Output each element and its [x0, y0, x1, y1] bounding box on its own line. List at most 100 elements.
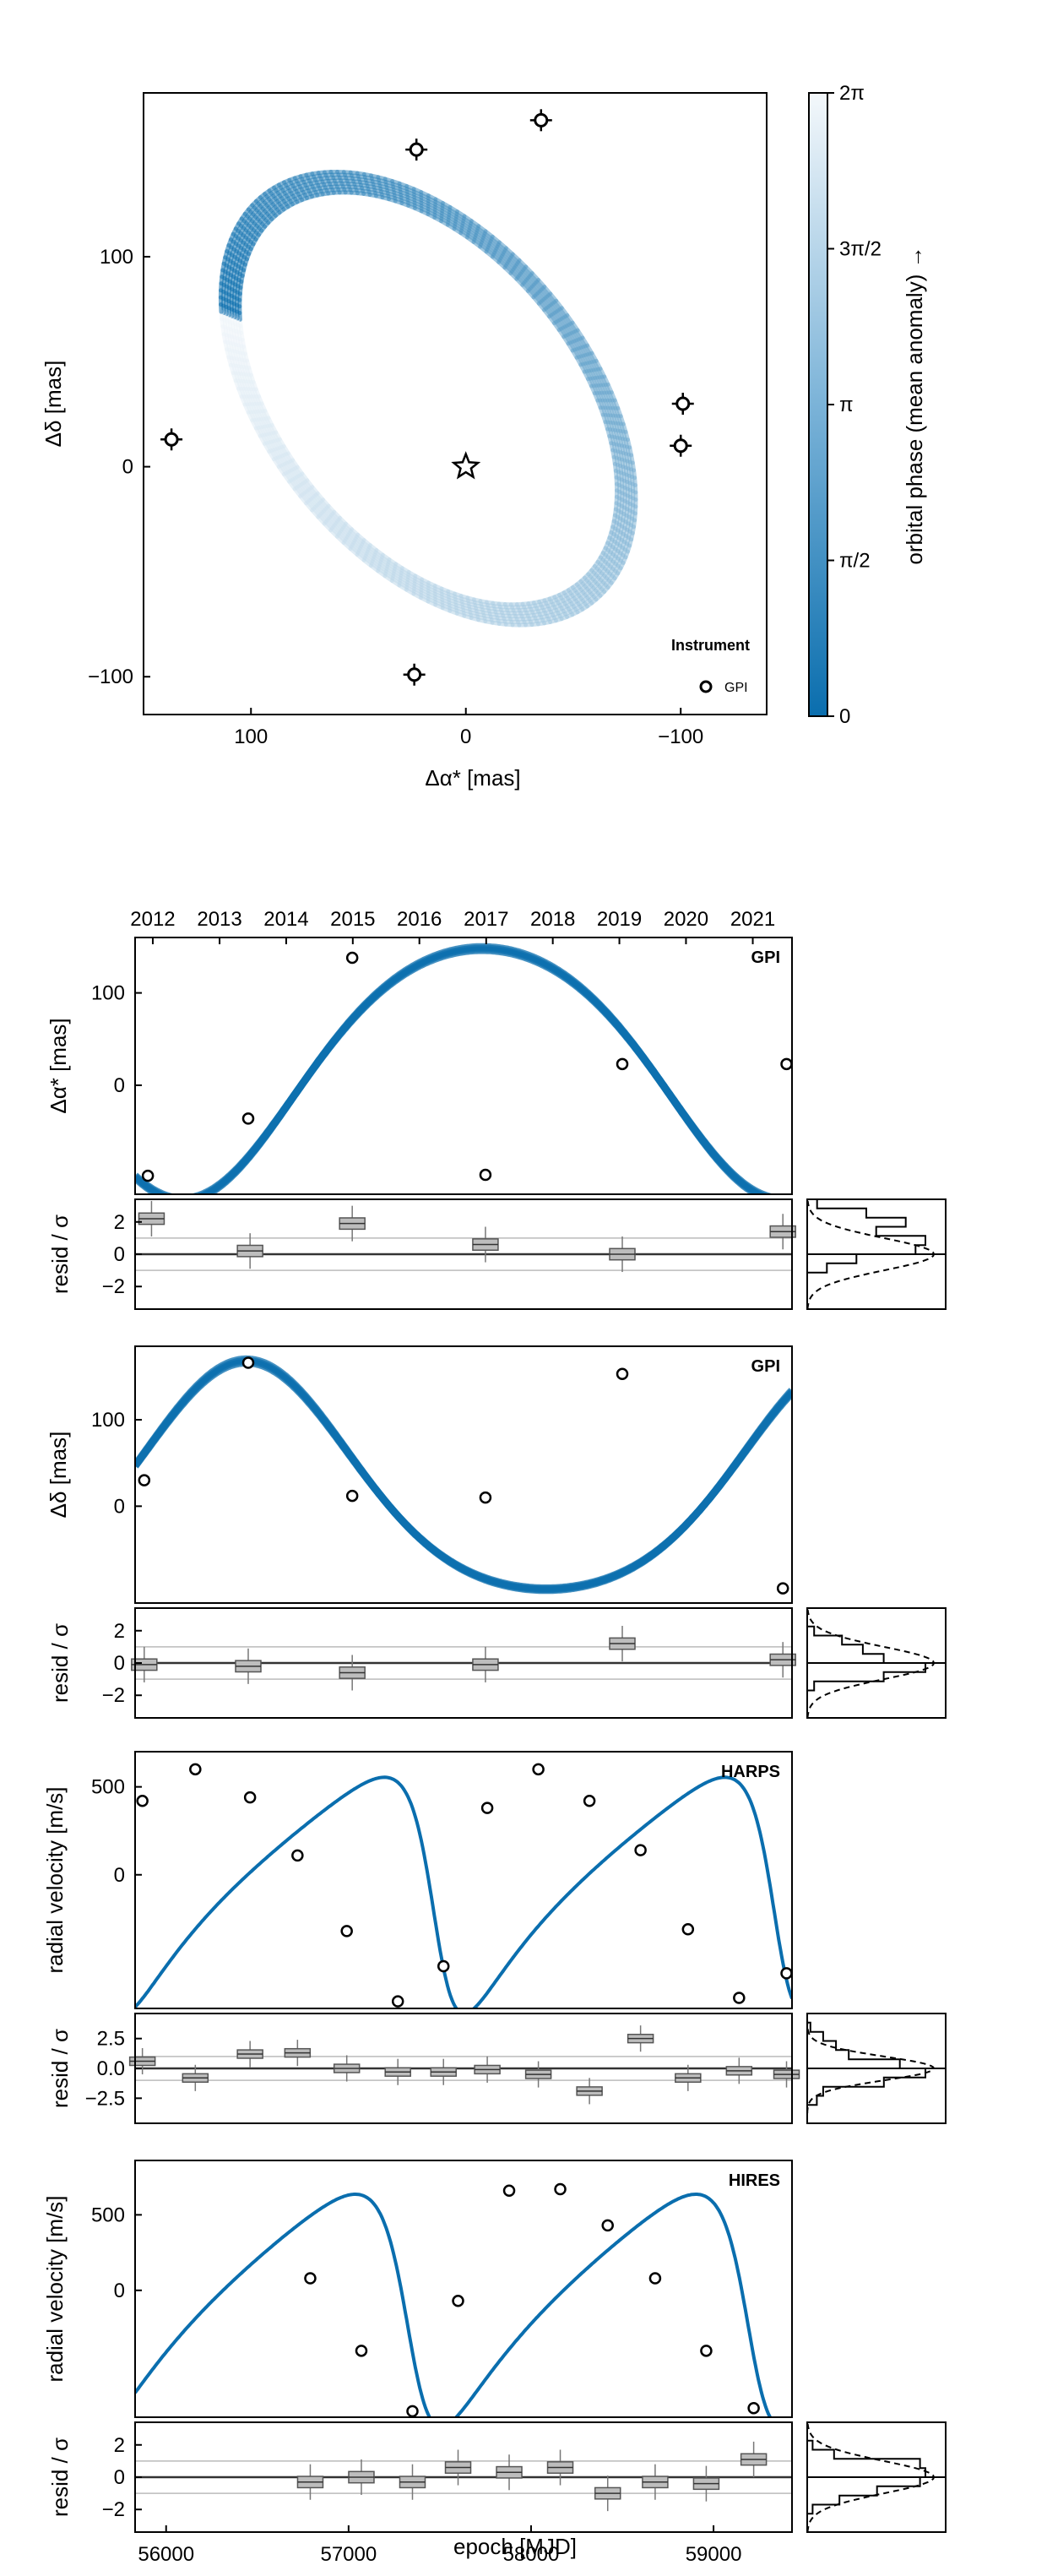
- colorbar-tick-label: 2π: [839, 82, 865, 105]
- colorbar-tick-label: π: [839, 394, 854, 416]
- epoch-xlabel: epoch [MJD]: [453, 2534, 577, 2559]
- data-point-hires: [406, 2405, 419, 2418]
- data-point-harps: [583, 1795, 596, 1807]
- colorbar-tick-label: π/2: [839, 550, 871, 573]
- data-point-harps: [733, 1992, 746, 2004]
- sky-ytick-label: 100: [100, 246, 133, 269]
- resid-ytick-label: 0.0: [97, 2057, 125, 2080]
- sky-xtick-label: 100: [234, 726, 268, 748]
- panel-frame-harps: [134, 1751, 793, 2009]
- orbit-segment: [260, 194, 269, 203]
- orbit-segment: [267, 202, 276, 210]
- data-point-ra: [141, 1169, 155, 1182]
- time-series-panels: GPI 0 100 Δα* [mas] 2 0 −2 resid / σ GPI 0 100 Δδ […: [42, 937, 947, 2533]
- legend-entry-gpi: GPI: [724, 681, 748, 695]
- panel-frame-dec: [134, 1345, 793, 1604]
- year-tick-label: 2016: [397, 908, 442, 931]
- data-point-ra: [345, 951, 359, 965]
- colorbar-tick-label: 3π/2: [839, 238, 882, 261]
- year-tick-label: 2021: [730, 908, 775, 931]
- year-axis: 2012 2013 2014 2015 2016 2017 2018 2019 2020 2021: [130, 908, 775, 944]
- sky-points: [160, 109, 694, 686]
- star-marker: [451, 451, 481, 480]
- ytick-label: 100: [91, 1409, 125, 1432]
- resid-ytick-label: −2: [102, 2498, 125, 2521]
- data-point-hires: [747, 2402, 760, 2415]
- data-point-harps: [391, 1995, 404, 2008]
- sky-ytick-label: 0: [122, 456, 133, 479]
- year-tick-label: 2013: [197, 908, 241, 931]
- data-point-harps: [243, 1791, 257, 1804]
- model-curve: [135, 1775, 792, 2008]
- resid-ytick-label: 2: [114, 1211, 125, 1234]
- data-point-dec: [138, 1474, 151, 1486]
- model-curve: [135, 944, 770, 1194]
- sky-point-2: [534, 112, 549, 128]
- resid-ylabel-hires: resid / σ: [47, 2437, 73, 2517]
- resid-ytick-label: 2.5: [97, 2028, 125, 2051]
- orbit-segment: [271, 207, 280, 215]
- sky-xtick-label: −100: [658, 726, 703, 748]
- data-point-ra: [780, 1057, 793, 1071]
- data-point-harps: [634, 1844, 647, 1856]
- data-point-harps: [780, 1967, 793, 1980]
- sky-xlabel: Δα* [mas]: [425, 765, 520, 791]
- resid-ytick-label: −2: [102, 1684, 125, 1707]
- model-curve: [135, 946, 792, 1194]
- data-point-dec: [776, 1582, 789, 1595]
- instrument-label-harps: HARPS: [721, 1763, 780, 1781]
- panel-ra: GPI 0 100 Δα* [mas] 2 0 −2 resid / σ: [46, 937, 947, 1310]
- resid-ytick-label: 0: [114, 2466, 125, 2489]
- sky-point-5: [407, 667, 422, 682]
- sky-ytick-label: −100: [88, 666, 133, 688]
- ylabel-harps: radial velocity [m/s]: [42, 1786, 68, 1973]
- resid-ytick-label: 0: [114, 1652, 125, 1675]
- ytick-label: 0: [114, 1074, 125, 1097]
- model-harps: [135, 1775, 792, 2008]
- year-tick-label: 2014: [263, 908, 308, 931]
- sky-point-3: [675, 396, 691, 411]
- resid-ylabel-harps: resid / σ: [47, 2029, 73, 2108]
- year-tick-label: 2019: [597, 908, 642, 931]
- panel-hires: HIRES 0 500 radial velocity [m/s] 2 0 −2 resid …: [42, 2160, 947, 2533]
- mjd-tick-label: 57000: [320, 2543, 377, 2566]
- ylabel-hires: radial velocity [m/s]: [42, 2195, 68, 2382]
- data-point-hires: [601, 2219, 614, 2232]
- data-point-harps: [532, 1763, 545, 1776]
- panel-frame-ra: [134, 937, 793, 1195]
- sky-ylabel: Δδ [mas]: [41, 361, 66, 448]
- instrument-label-dec: GPI: [751, 1357, 780, 1376]
- resid-ylabel-dec: resid / σ: [47, 1623, 73, 1703]
- panel-harps: HARPS 0 500 radial velocity [m/s] 2.5 0.0 −2.5…: [42, 1751, 947, 2124]
- resid-ytick-label: 2: [114, 1620, 125, 1643]
- orbit-segment: [258, 192, 268, 200]
- model-curve: [135, 943, 766, 1194]
- hist-steps: [806, 2014, 926, 2123]
- ytick-label: 0: [114, 1495, 125, 1518]
- colorbar-ticks: 0 π/2 π 3π/2 2π: [827, 82, 882, 728]
- hist-steps: [806, 2422, 926, 2532]
- resid-ytick-label: −2: [102, 1275, 125, 1298]
- sky-point-1: [409, 142, 424, 157]
- sky-point-0: [164, 432, 179, 447]
- colorbar-label: orbital phase (mean anomaly) →: [902, 246, 927, 564]
- data-point-harps: [437, 1959, 450, 1973]
- legend-marker: [699, 680, 713, 693]
- year-tick-label: 2015: [330, 908, 375, 931]
- model-curve: [135, 2193, 773, 2417]
- year-tick-label: 2017: [464, 908, 508, 931]
- orbit-segment: [264, 199, 274, 208]
- colorbar: [808, 92, 828, 717]
- hist-gaussian: [806, 2014, 936, 2123]
- data-point-harps: [681, 1923, 695, 1936]
- sky-ticks: 100 0 −100 −100 0 100: [88, 246, 703, 748]
- data-point-hires: [502, 2184, 516, 2198]
- colorbar-tick-label: 0: [839, 705, 850, 728]
- hist-gaussian: [806, 1609, 936, 1719]
- model-ra: [135, 943, 792, 1194]
- data-point-hires: [554, 2182, 567, 2196]
- data-point-dec: [345, 1489, 359, 1503]
- legend-title: Instrument: [671, 637, 750, 654]
- hist-gaussian: [806, 2423, 936, 2533]
